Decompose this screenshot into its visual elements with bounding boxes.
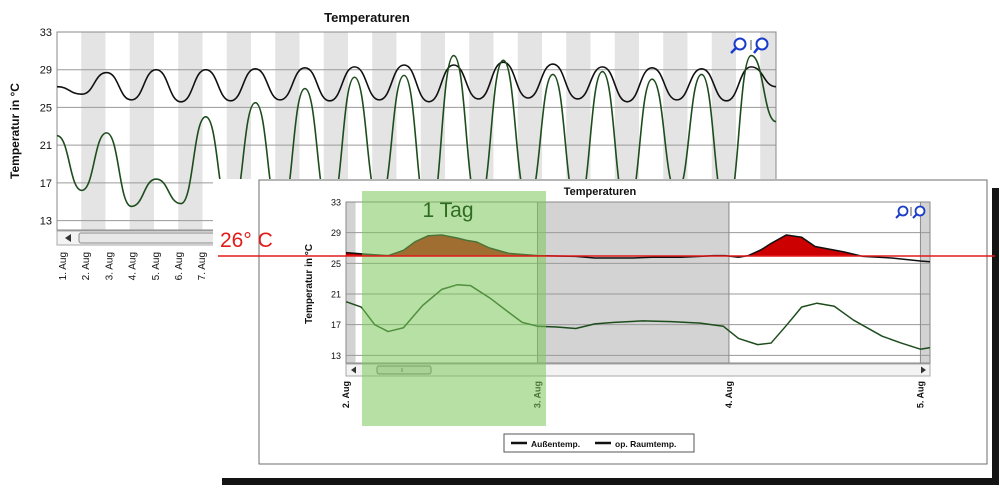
front-chart-scroll-left-arrow-icon[interactable]	[351, 366, 356, 374]
back-chart-x-tick-label: 3. Aug	[104, 252, 115, 280]
back-chart-title: Temperaturen	[324, 10, 410, 25]
front-chart-night-band	[346, 202, 356, 363]
front-chart-night-band	[537, 202, 729, 363]
back-chart-x-tick-label: 2. Aug	[81, 252, 92, 280]
front-chart-zoom-reset-icon[interactable]	[912, 205, 926, 219]
back-chart-x-tick-label: 5. Aug	[151, 252, 162, 280]
front-chart-x-tick-label: 5. Aug	[915, 381, 925, 408]
front-chart-y-tick-label: 29	[331, 228, 341, 238]
legend-label-room: op. Raumtemp.	[615, 439, 676, 449]
front-chart-y-tick-label: 25	[331, 259, 341, 269]
back-chart-y-tick-label: 29	[40, 65, 52, 77]
back-chart-x-tick-labels: 1. Aug 2. Aug 3. Aug 4. Aug 5. Aug 6. Aug 7. A…	[58, 252, 208, 280]
back-chart-series-line-black	[56, 61, 777, 103]
back-chart-scroll-left-arrow-icon[interactable]	[65, 234, 71, 242]
back-chart-y-axis-label: Temperatur in °C	[8, 83, 22, 179]
front-chart-inner-frame	[258, 179, 988, 465]
front-chart-y-tick-labels: 13 17 21 25 29 33	[331, 198, 341, 361]
back-chart-x-tick-label: 1. Aug	[58, 252, 69, 280]
front-chart-x-tick-label: 2. Aug	[341, 381, 351, 408]
threshold-label: 26° C	[220, 229, 273, 252]
front-chart-y-tick-label: 21	[331, 290, 341, 300]
back-chart-y-tick-label: 21	[40, 140, 52, 152]
front-chart-y-tick-label: 33	[331, 198, 341, 208]
one-day-highlight-label: 1 Tag	[423, 199, 474, 222]
legend-label-outdoor: Außentemp.	[531, 439, 580, 449]
front-chart-scroll-right-arrow-icon[interactable]	[921, 366, 926, 374]
front-chart-title: Temperaturen	[564, 186, 637, 198]
back-chart-x-tick-label: 7. Aug	[197, 252, 208, 280]
one-day-highlight	[362, 191, 546, 426]
front-chart-y-tick-label: 13	[331, 351, 341, 361]
front-chart-legend: Außentemp. op. Raumtemp.	[503, 433, 695, 453]
back-chart-band	[129, 32, 154, 230]
back-chart-x-tick-label: 6. Aug	[174, 252, 185, 280]
back-chart-y-tick-label: 13	[40, 216, 52, 228]
back-chart-zoom-reset-icon[interactable]	[753, 37, 769, 54]
back-chart-y-tick-label: 17	[40, 178, 52, 190]
back-chart-zoom-in-icon[interactable]	[730, 37, 747, 54]
front-chart-y-axis-label: Temperatur in °C	[304, 244, 315, 324]
front-chart-x-tick-label: 4. Aug	[724, 381, 734, 408]
back-chart-y-tick-label: 33	[40, 27, 52, 39]
front-chart-bands	[346, 202, 930, 363]
front-chart-zoom-in-icon[interactable]	[895, 205, 909, 219]
back-chart-y-tick-labels: 13 17 21 25 29 33	[40, 27, 52, 228]
back-chart-y-tick-label: 25	[40, 102, 52, 114]
front-chart-night-band	[920, 202, 930, 363]
front-chart-plot-border	[345, 201, 931, 364]
back-chart-band	[81, 32, 106, 230]
back-chart-x-tick-label: 4. Aug	[128, 252, 139, 280]
front-chart-y-tick-label: 17	[331, 320, 341, 330]
